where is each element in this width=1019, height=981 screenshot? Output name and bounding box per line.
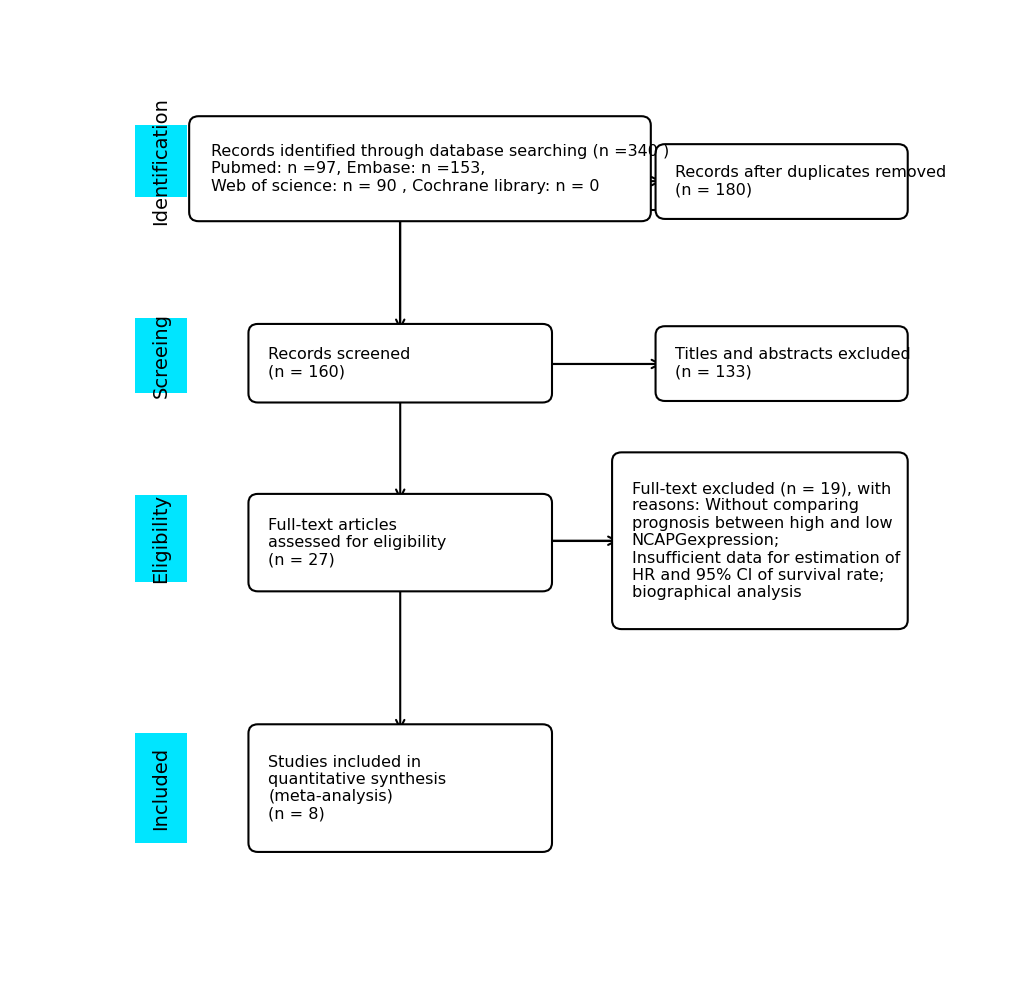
Text: Records identified through database searching (n =340 )
Pubmed: n =97, Embase: n: Records identified through database sear… — [210, 144, 668, 193]
Text: Full-text articles
assessed for eligibility
(n = 27): Full-text articles assessed for eligibil… — [268, 518, 446, 568]
Text: Eligibility: Eligibility — [152, 494, 170, 584]
FancyBboxPatch shape — [189, 116, 650, 221]
FancyBboxPatch shape — [136, 495, 186, 583]
FancyBboxPatch shape — [136, 318, 186, 393]
Text: Included: Included — [152, 747, 170, 830]
Text: Screeing: Screeing — [152, 313, 170, 398]
Text: Records after duplicates removed
(n = 180): Records after duplicates removed (n = 18… — [674, 166, 945, 198]
FancyBboxPatch shape — [136, 734, 186, 843]
FancyBboxPatch shape — [249, 324, 551, 402]
FancyBboxPatch shape — [655, 327, 907, 401]
Text: Studies included in
quantitative synthesis
(meta-analysis)
(n = 8): Studies included in quantitative synthes… — [268, 754, 446, 822]
Text: Titles and abstracts excluded
(n = 133): Titles and abstracts excluded (n = 133) — [674, 347, 909, 380]
Text: Full-text excluded (n = 19), with
reasons: Without comparing
prognosis between h: Full-text excluded (n = 19), with reason… — [631, 481, 899, 600]
FancyBboxPatch shape — [249, 724, 551, 852]
FancyBboxPatch shape — [249, 493, 551, 592]
Text: Records screened
(n = 160): Records screened (n = 160) — [268, 347, 411, 380]
FancyBboxPatch shape — [136, 126, 186, 197]
Text: Identification: Identification — [152, 97, 170, 225]
FancyBboxPatch shape — [655, 144, 907, 219]
FancyBboxPatch shape — [611, 452, 907, 629]
